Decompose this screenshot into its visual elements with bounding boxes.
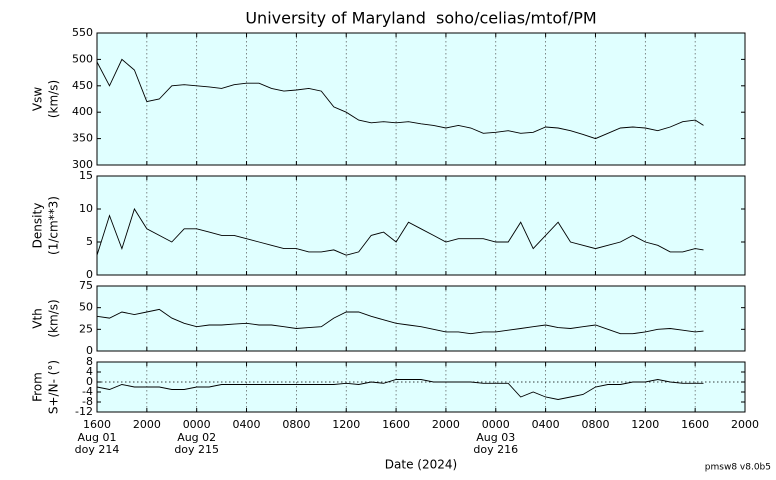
x-tick-label: 2000 [133,418,161,431]
panel-frame [96,361,746,413]
x-tick-label: 0800 [581,418,609,431]
panel-background [97,176,745,275]
y-tick-label: 400 [72,105,93,118]
x-tick-label: 0400 [233,418,261,431]
doy-label: doy 216 [473,443,518,456]
date-label: Aug 01 [78,431,117,444]
y-tick-label: 0 [86,375,93,388]
doy-label: doy 214 [75,443,120,456]
panel-frame [96,285,746,352]
x-tick-label: 0800 [282,418,310,431]
panel-frame [96,32,746,166]
y-axis-label: (km/s) [47,299,61,337]
data-line [96,308,704,335]
y-tick-label: 50 [79,301,93,314]
y-tick-label: 75 [79,279,93,292]
y-tick-label: 8 [86,355,93,368]
y-tick-label: 4 [86,365,93,378]
y-tick-label: 5 [86,235,93,248]
date-label: Aug 03 [476,431,515,444]
y-tick-label: 450 [72,79,93,92]
y-axis-label: Vth [31,308,45,329]
y-tick-label: -4 [82,385,93,398]
x-tick-label: 1200 [631,418,659,431]
doy-label: doy 215 [174,443,219,456]
data-line [96,58,704,140]
y-tick-label: 550 [72,26,93,39]
data-line [96,379,704,400]
x-tick-label: 0000 [482,418,510,431]
y-axis-label: Density [31,203,45,249]
y-tick-label: 25 [79,322,93,335]
version-note: pmsw8 v8.0b5 [705,463,771,473]
x-tick-label: 0000 [183,418,211,431]
y-axis-label: From [31,372,45,402]
y-tick-label: 0 [86,344,93,357]
panel-background [97,362,745,412]
y-tick-label: 15 [79,169,93,182]
data-line [96,207,704,256]
y-tick-label: 10 [79,202,93,215]
y-axis-label: (1/cm**3) [47,196,61,255]
x-tick-label: 1600 [382,418,410,431]
y-tick-label: 0 [86,268,93,281]
y-tick-label: 350 [72,132,93,145]
y-tick-label: -8 [82,395,93,408]
x-tick-label: 2000 [731,418,759,431]
panel-background [97,33,745,165]
x-tick-label: 0400 [532,418,560,431]
y-tick-label: -12 [75,405,93,418]
x-tick-label: 2000 [432,418,460,431]
chart-title: University of Maryland soho/celias/mtof/… [245,9,596,28]
date-label: Aug 02 [177,431,216,444]
x-tick-label: 1200 [332,418,360,431]
panel-background [97,286,745,351]
y-tick-label: 500 [72,52,93,65]
x-tick-label: 1600 [83,418,111,431]
panel-frame [96,175,746,276]
y-tick-label: 300 [72,158,93,171]
x-axis-label: Date (2024) [385,458,457,472]
x-tick-label: 1600 [681,418,709,431]
y-axis-label: Vsw [31,87,45,111]
y-axis-label: S+/N- (°) [47,360,61,414]
y-axis-label: (km/s) [47,80,61,118]
